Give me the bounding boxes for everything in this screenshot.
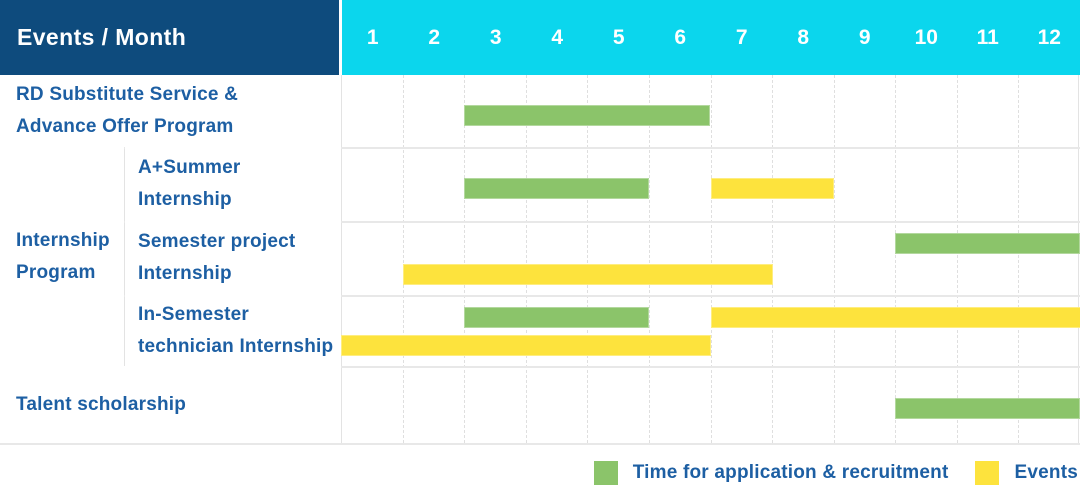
- gantt-bar-events: [341, 335, 711, 356]
- row-label-line: Semester project: [138, 231, 296, 252]
- row-label-line: Talent scholarship: [16, 393, 187, 415]
- gantt-bar-events: [711, 307, 1080, 328]
- gantt-bar-application: [464, 105, 710, 126]
- gantt-bar-events: [403, 264, 773, 285]
- group-label-internship-program: Internship Program: [0, 147, 124, 366]
- row-label-rd-substitute: RD Substitute Service & Advance Offer Pro…: [0, 75, 341, 147]
- row-label-in-semester: In-Semester technician Internship: [125, 295, 341, 366]
- month-gridline: [526, 75, 527, 443]
- row-label-line: Internship: [138, 263, 232, 284]
- gantt-bar-events: [711, 178, 834, 199]
- label-column-divider: [341, 75, 342, 443]
- row-label-line: Advance Offer Program: [16, 116, 234, 137]
- month-gridline: [834, 75, 835, 443]
- row-label-talent-scholarship: Talent scholarship: [0, 366, 341, 443]
- month-header-cell: 6: [674, 25, 687, 49]
- month-gridline: [403, 75, 404, 443]
- row-label-a-summer: A+Summer Internship: [125, 147, 341, 221]
- month-header-cell: 4: [551, 25, 564, 49]
- gantt-bar-application: [895, 233, 1080, 254]
- month-header-cell: 2: [428, 25, 441, 49]
- legend-label-application: Time for application & recruitment: [632, 462, 949, 483]
- row-label-line: A+Summer: [138, 157, 241, 178]
- month-header-cell: 5: [612, 25, 625, 49]
- month-gridline: [587, 75, 588, 443]
- month-gridline: [711, 75, 712, 443]
- month-gridline: [1018, 75, 1019, 443]
- row-separator: [124, 295, 1080, 297]
- month-gridline: [957, 75, 958, 443]
- gantt-bar-application: [464, 307, 649, 328]
- month-header-cell: 3: [489, 25, 502, 49]
- row-label-line: Program: [16, 261, 96, 283]
- month-header-row: 1 2 3 4 5 6 7 8 9 10 11 12: [342, 0, 1080, 75]
- legend-swatch-application: [593, 461, 618, 485]
- month-gridline: [895, 75, 896, 443]
- month-gridline: [649, 75, 650, 443]
- month-header-cell: 8: [797, 25, 810, 49]
- month-header-cell: 11: [976, 25, 999, 49]
- row-separator: [0, 366, 1080, 368]
- table-bottom-border: [0, 443, 1080, 445]
- month-gridline: [772, 75, 773, 443]
- legend-swatch-events: [975, 461, 1000, 485]
- events-month-header-cell: Events / Month: [0, 0, 339, 75]
- row-label-line: Internship: [16, 229, 110, 251]
- gantt-bar-application: [895, 398, 1080, 419]
- row-separator: [124, 221, 1080, 223]
- row-label-semester-project: Semester project Internship: [125, 221, 341, 295]
- month-header-cell: 1: [366, 25, 379, 49]
- sub-column-divider: [124, 147, 125, 366]
- row-label-line: RD Substitute Service &: [16, 84, 239, 105]
- legend: Time for application & recruitment Event…: [593, 458, 1078, 488]
- month-header-cell: 10: [914, 25, 938, 49]
- row-label-line: technician Internship: [138, 335, 334, 357]
- legend-label-events: Events: [1014, 462, 1078, 483]
- month-header-cell: 9: [858, 25, 871, 49]
- month-gridline: [464, 75, 465, 443]
- row-label-line: In-Semester: [138, 303, 249, 325]
- gantt-bar-application: [464, 178, 649, 199]
- events-month-label: Events / Month: [17, 24, 187, 50]
- row-label-line: Internship: [138, 189, 232, 210]
- table-right-border: [1078, 75, 1079, 443]
- row-separator: [0, 147, 1080, 149]
- month-header-cell: 12: [1037, 25, 1061, 49]
- month-header-cell: 7: [735, 25, 748, 49]
